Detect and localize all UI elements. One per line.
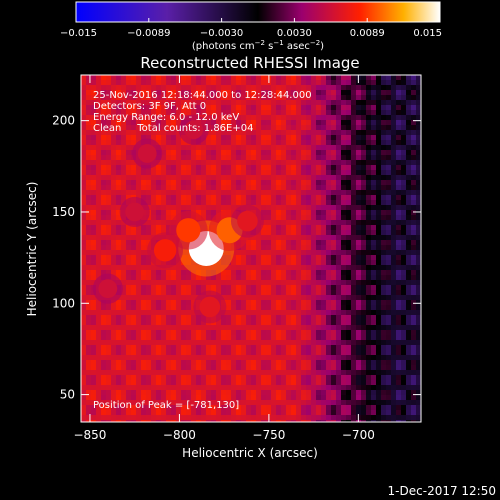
y-axis-label: Heliocentric Y (arcsec): [25, 182, 39, 317]
x-tick-label: −700: [342, 428, 375, 442]
source-blob: [237, 210, 258, 232]
x-tick-label: −800: [163, 428, 196, 442]
colorbar: [75, 1, 441, 23]
heatmap-image: [81, 75, 421, 422]
footer-date: 1-Dec-2017 12:50: [388, 484, 496, 498]
colorbar-tick-label: −0.0089: [127, 28, 170, 39]
info-detectors: Detectors: 3F 9F, Att 0: [93, 101, 206, 112]
x-tick-label: −850: [73, 428, 106, 442]
plot-frame: [80, 74, 422, 423]
info-total-counts: Clean Total counts: 1.86E+04: [93, 123, 253, 134]
colorbar-tick-label: −0.015: [60, 28, 97, 39]
colorbar-tick-label: −0.0030: [200, 28, 243, 39]
chart-title: Reconstructed RHESSI Image: [140, 54, 359, 72]
source-blob: [199, 296, 221, 318]
heatmap-sources: [92, 114, 264, 324]
info-energy-range: Energy Range: 6.0 - 12.0 keV: [93, 112, 239, 123]
source-blob: [98, 279, 118, 299]
x-axis-ticks: −850 −800 −750 −700: [73, 75, 375, 442]
y-tick-label: 150: [52, 205, 75, 219]
y-tick-label: 200: [52, 114, 75, 128]
colorbar-tick-label: 0.0030: [277, 28, 312, 39]
peak-position-label: Position of Peak = [-781,130]: [93, 400, 239, 411]
source-blob: [125, 202, 145, 222]
y-tick-label: 50: [60, 388, 75, 402]
source-blob: [153, 239, 177, 262]
x-tick-label: −750: [252, 428, 285, 442]
info-block: 25-Nov-2016 12:18:44.000 to 12:28:44.000…: [93, 90, 312, 134]
colorbar-tick-label: 0.015: [413, 28, 442, 39]
colorbar-label: (photons cm−2 s−1 asec−2): [192, 39, 324, 52]
source-blob: [184, 120, 204, 140]
info-time-range: 25-Nov-2016 12:18:44.000 to 12:28:44.000: [93, 90, 312, 101]
source-blob: [137, 144, 157, 163]
colorbar-tick-label: 0.0089: [350, 28, 385, 39]
y-tick-label: 100: [52, 296, 75, 310]
source-blob: [176, 218, 201, 243]
colorbar-ticks: −0.015 −0.0089 −0.0030 0.0030 0.0089 0.015: [60, 18, 442, 39]
x-axis-label: Heliocentric X (arcsec): [182, 446, 318, 460]
heatmap-cells: [81, 75, 421, 422]
y-axis-ticks: 50 100 150 200: [52, 114, 421, 402]
